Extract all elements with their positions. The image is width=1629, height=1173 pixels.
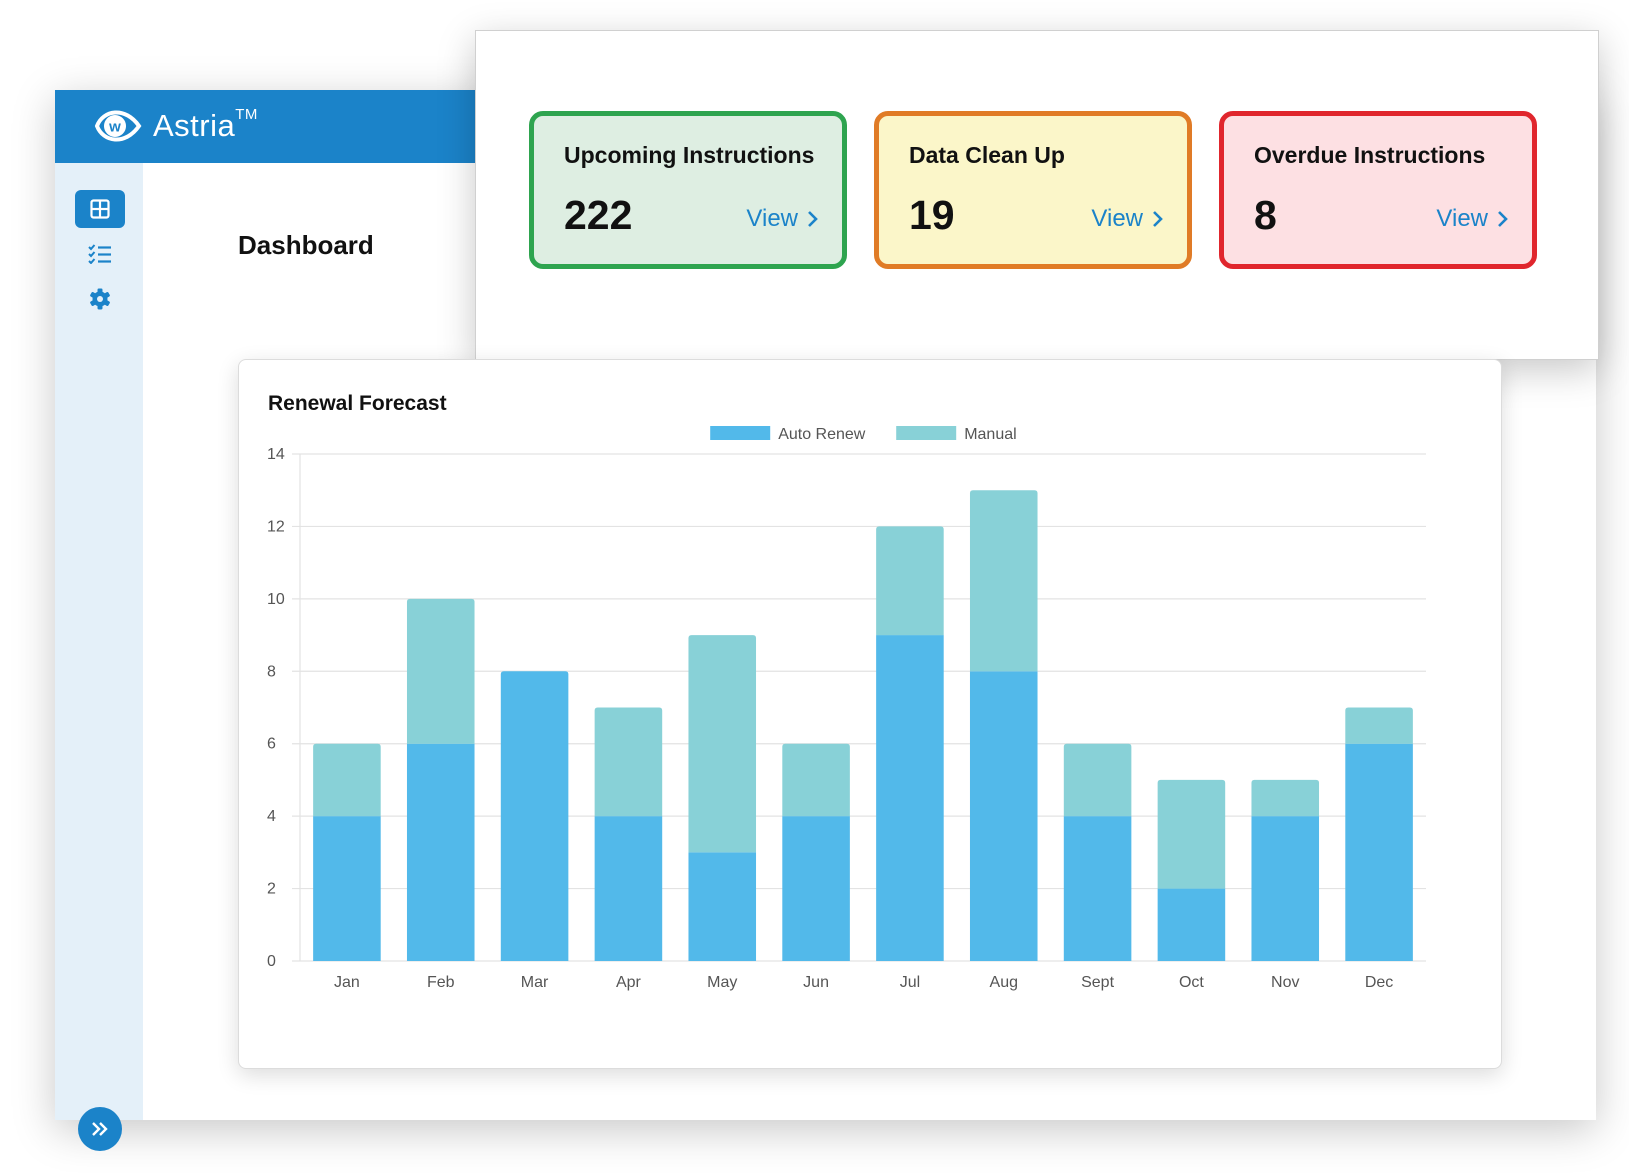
- legend-label: Auto Renew: [778, 426, 866, 443]
- x-tick-label: Jan: [334, 974, 360, 991]
- bar-auto-renew: [313, 816, 381, 961]
- sidebar-item-checklist[interactable]: [75, 235, 125, 273]
- kpi-value: 8: [1254, 192, 1277, 238]
- legend-label: Manual: [964, 426, 1016, 443]
- legend-swatch: [896, 426, 957, 440]
- y-tick-label: 6: [267, 736, 276, 753]
- bar-manual: [876, 526, 944, 636]
- legend-swatch: [710, 426, 771, 440]
- bar-auto-renew: [782, 816, 850, 961]
- view-link-label: View: [1436, 205, 1488, 232]
- kpi-value: 19: [909, 192, 955, 238]
- bar-manual: [594, 707, 663, 817]
- x-tick-label: May: [707, 974, 737, 991]
- view-link[interactable]: View: [1436, 205, 1508, 233]
- bar-manual: [1251, 779, 1320, 817]
- y-tick-label: 4: [267, 808, 276, 825]
- view-link-label: View: [746, 205, 798, 232]
- bar-auto-renew: [1157, 888, 1226, 961]
- chevron-right-icon: [1498, 211, 1508, 227]
- bar-manual: [1345, 707, 1413, 744]
- svg-text:w: w: [108, 119, 121, 136]
- kpi-card-upcoming-instructions[interactable]: Upcoming Instructions 222 View: [529, 111, 847, 269]
- bar-manual: [688, 635, 757, 853]
- x-tick-label: Aug: [990, 974, 1018, 991]
- astria-logo-icon: w: [94, 110, 142, 142]
- y-tick-label: 0: [267, 953, 276, 970]
- chevron-right-icon: [1153, 211, 1163, 227]
- kpi-card-overdue-instructions[interactable]: Overdue Instructions 8 View: [1219, 111, 1537, 269]
- bar-manual: [313, 743, 381, 817]
- bar-manual: [1157, 779, 1226, 889]
- y-tick-label: 10: [267, 591, 285, 608]
- bar-auto-renew: [594, 816, 663, 961]
- sidebar-item-dashboard[interactable]: [75, 190, 125, 228]
- x-tick-label: Sept: [1081, 974, 1114, 991]
- page-title: Dashboard: [238, 230, 374, 260]
- checklist-icon: [88, 244, 111, 264]
- bar-auto-renew: [1345, 743, 1413, 961]
- y-tick-label: 8: [267, 663, 276, 680]
- y-tick-label: 12: [267, 518, 285, 535]
- bar-auto-renew: [688, 852, 757, 961]
- view-link[interactable]: View: [746, 205, 818, 233]
- kpi-value: 222: [564, 192, 633, 238]
- y-tick-label: 2: [267, 881, 276, 898]
- x-tick-label: Nov: [1271, 974, 1299, 991]
- bar-auto-renew: [876, 635, 944, 961]
- x-tick-label: Mar: [521, 974, 549, 991]
- chevron-right-icon: [808, 211, 818, 227]
- x-tick-label: Jul: [900, 974, 920, 991]
- bar-auto-renew: [500, 671, 569, 961]
- kpi-card-data-clean-up[interactable]: Data Clean Up 19 View: [874, 111, 1192, 269]
- brand-name: AstriaTM: [153, 105, 258, 144]
- x-tick-label: Oct: [1179, 974, 1204, 991]
- sidebar-expand-button[interactable]: [78, 1107, 122, 1151]
- renewal-forecast-chart: 0 2 4 6 8 10 12 14 Jan Feb Mar Apr May Jun Jul Aug Sept O…: [267, 426, 1426, 991]
- trademark-mark: TM: [235, 105, 258, 123]
- sidebar: [55, 163, 143, 1151]
- bar-manual: [1063, 743, 1132, 817]
- brand-name-text: Astria: [153, 108, 236, 143]
- x-tick-label: Apr: [616, 974, 642, 991]
- kpi-panel: Upcoming Instructions 222 View Data Clea…: [475, 30, 1599, 360]
- bar-manual: [782, 743, 850, 817]
- bar-manual: [406, 598, 475, 744]
- double-chevron-right-icon: [92, 1122, 108, 1136]
- brand[interactable]: w AstriaTM: [93, 104, 258, 148]
- kpi-label: Upcoming Instructions: [564, 142, 815, 168]
- kpi-label: Overdue Instructions: [1254, 142, 1486, 168]
- bar-auto-renew: [1251, 816, 1320, 961]
- bar-auto-renew: [406, 743, 475, 961]
- view-link[interactable]: View: [1091, 205, 1163, 233]
- x-tick-label: Feb: [427, 974, 455, 991]
- view-link-label: View: [1091, 205, 1143, 232]
- bar-auto-renew: [969, 671, 1038, 961]
- x-tick-label: Dec: [1365, 974, 1393, 991]
- sidebar-item-settings[interactable]: [75, 280, 125, 318]
- gear-icon: [90, 288, 110, 310]
- y-tick-label: 14: [267, 446, 285, 463]
- grid-icon: [90, 199, 110, 219]
- renewal-forecast-card: Renewal Forecast 0 2 4 6 8 10 12 14 Jan Feb Mar Apr…: [238, 359, 1502, 1069]
- bar-auto-renew: [1063, 816, 1132, 961]
- x-tick-label: Jun: [803, 974, 829, 991]
- bar-manual: [969, 490, 1038, 672]
- kpi-label: Data Clean Up: [909, 142, 1065, 168]
- chart-title: Renewal Forecast: [268, 392, 447, 415]
